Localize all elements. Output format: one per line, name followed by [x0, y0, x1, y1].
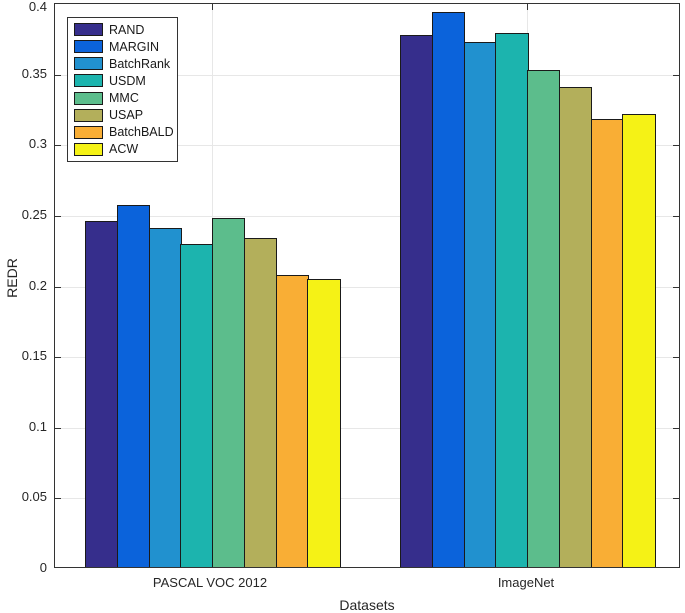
y-tick-label: 0.2 [28, 277, 47, 293]
bar-usdm-imagenet [495, 33, 529, 567]
h-gridline [55, 286, 679, 288]
legend-label: RAND [109, 22, 145, 37]
bar-rand-pascal [85, 220, 119, 567]
legend-item-mmc: MMC [68, 90, 177, 106]
x-tick-label-pascal-voc-2012: PASCAL VOC 2012 [152, 575, 268, 590]
bar-margin-pascal [116, 205, 150, 567]
x-axis-label: Datasets [339, 597, 395, 613]
bar-rand-imagenet [400, 34, 434, 567]
bar-margin-imagenet [431, 11, 465, 567]
y-tick-label: 0.35 [21, 65, 47, 81]
y-tick-label: 0.3 [28, 136, 47, 152]
legend-item-usdm: USDM [68, 73, 177, 89]
bar-batchbald-pascal [275, 274, 309, 567]
legend-swatch [74, 91, 103, 105]
y-tick-mark [673, 286, 679, 288]
legend-item-usap: USAP [68, 107, 177, 123]
x-tick-mark [527, 4, 528, 10]
legend-swatch [74, 125, 103, 139]
plot-area [54, 3, 680, 568]
y-tick-mark [55, 286, 61, 288]
y-tick-label: 0.05 [21, 489, 47, 505]
bar-usap-imagenet [558, 86, 592, 567]
legend-item-acw: ACW [68, 141, 177, 157]
legend-swatch [74, 108, 103, 122]
legend-label: ACW [109, 142, 139, 157]
legend-label: BatchRank [109, 56, 171, 71]
y-tick-mark [673, 498, 679, 500]
h-gridline [55, 427, 679, 429]
h-gridline [55, 357, 679, 359]
legend-item-rand: RAND [68, 22, 177, 38]
h-gridline [55, 145, 679, 147]
x-tick-mark [212, 4, 213, 10]
bar-batchrank-pascal [148, 228, 182, 567]
x-tick-label-imagenet: ImageNet [497, 575, 555, 590]
y-tick-mark [673, 145, 679, 147]
bar-batchrank-imagenet [463, 41, 497, 567]
bar-batchbald-imagenet [590, 119, 624, 567]
y-tick-label: 0.1 [28, 418, 47, 434]
y-tick-label: 0.15 [21, 348, 47, 364]
h-gridline [55, 74, 679, 76]
bar-acw-imagenet [622, 113, 656, 567]
y-tick-label: 0.25 [21, 206, 47, 222]
bar-usap-pascal [243, 237, 277, 567]
h-gridline [55, 215, 679, 217]
legend-swatch [74, 23, 103, 37]
bar-mmc-pascal [212, 218, 246, 567]
y-tick-mark [673, 74, 679, 76]
legend-item-batchbald: BatchBALD [68, 124, 177, 140]
y-tick-mark [55, 357, 61, 359]
y-tick-label: 0.4 [28, 0, 47, 14]
y-tick-mark [673, 215, 679, 217]
bar-mmc-imagenet [527, 69, 561, 567]
legend-swatch [74, 142, 103, 156]
y-tick-mark [55, 215, 61, 217]
y-tick-mark [55, 498, 61, 500]
y-tick-mark [55, 145, 61, 147]
legend-label: MARGIN [109, 39, 159, 54]
legend-label: MMC [109, 91, 139, 106]
y-tick-mark [55, 74, 61, 76]
y-tick-mark [673, 357, 679, 359]
legend-item-margin: MARGIN [68, 39, 177, 55]
legend-label: USAP [109, 108, 144, 123]
legend-swatch [74, 74, 103, 88]
legend-item-batchrank: BatchRank [68, 56, 177, 72]
y-tick-label: 0 [39, 560, 47, 575]
legend-label: USDM [109, 73, 146, 88]
y-axis-label: REDR [4, 258, 20, 298]
legend-label: BatchBALD [109, 125, 174, 140]
bar-acw-pascal [307, 278, 341, 567]
legend-swatch [74, 57, 103, 71]
bar-usdm-pascal [180, 243, 214, 567]
h-gridline [55, 498, 679, 500]
y-tick-mark [673, 427, 679, 429]
y-tick-mark [55, 427, 61, 429]
legend: RAND MARGIN BatchRank USDM MMC USAP BatchBALD A… [67, 17, 178, 162]
legend-swatch [74, 40, 103, 54]
